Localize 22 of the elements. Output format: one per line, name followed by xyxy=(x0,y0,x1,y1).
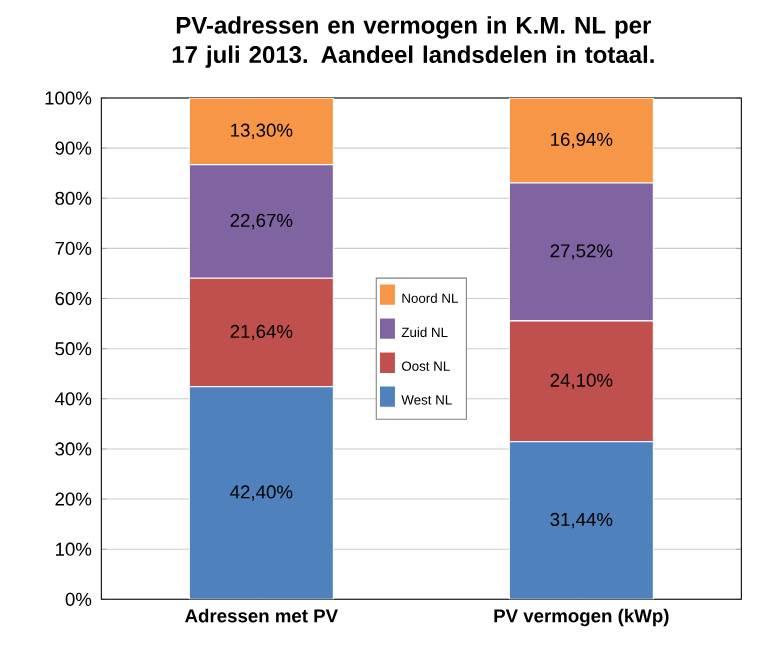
y-tick-label: 30% xyxy=(55,442,92,456)
y-tick-label: 40% xyxy=(54,392,92,406)
y-tick-label: 20% xyxy=(55,492,92,506)
chart-title: PV-adressen en vermogen in K.M. NL per 17 juli 2013. Aandeel landsdelen in totaal. xyxy=(172,16,654,68)
data-label: 21,64% xyxy=(230,324,293,341)
data-label: 13,30% xyxy=(231,123,293,139)
y-tick-label: 90% xyxy=(55,141,92,155)
data-label: 24,10% xyxy=(550,373,613,390)
x-tick-label: PV vermogen (kWp) xyxy=(494,608,669,627)
y-tick-label: 0% xyxy=(65,592,92,606)
data-label: 31,44% xyxy=(550,512,613,529)
y-tick-label: 60% xyxy=(55,291,92,306)
y-tick-label: 100% xyxy=(45,91,92,105)
data-label: 27,52% xyxy=(550,244,613,260)
x-tick-label: Adressen met PV xyxy=(185,608,338,623)
y-tick-label: 80% xyxy=(55,191,92,205)
y-tick-label: 50% xyxy=(55,342,92,356)
data-label: 42,40% xyxy=(230,485,293,501)
y-tick-label: 70% xyxy=(55,241,92,255)
data-label: 22,67% xyxy=(230,213,293,230)
y-tick-label: 10% xyxy=(55,542,92,556)
data-label: 16,94% xyxy=(551,132,613,149)
